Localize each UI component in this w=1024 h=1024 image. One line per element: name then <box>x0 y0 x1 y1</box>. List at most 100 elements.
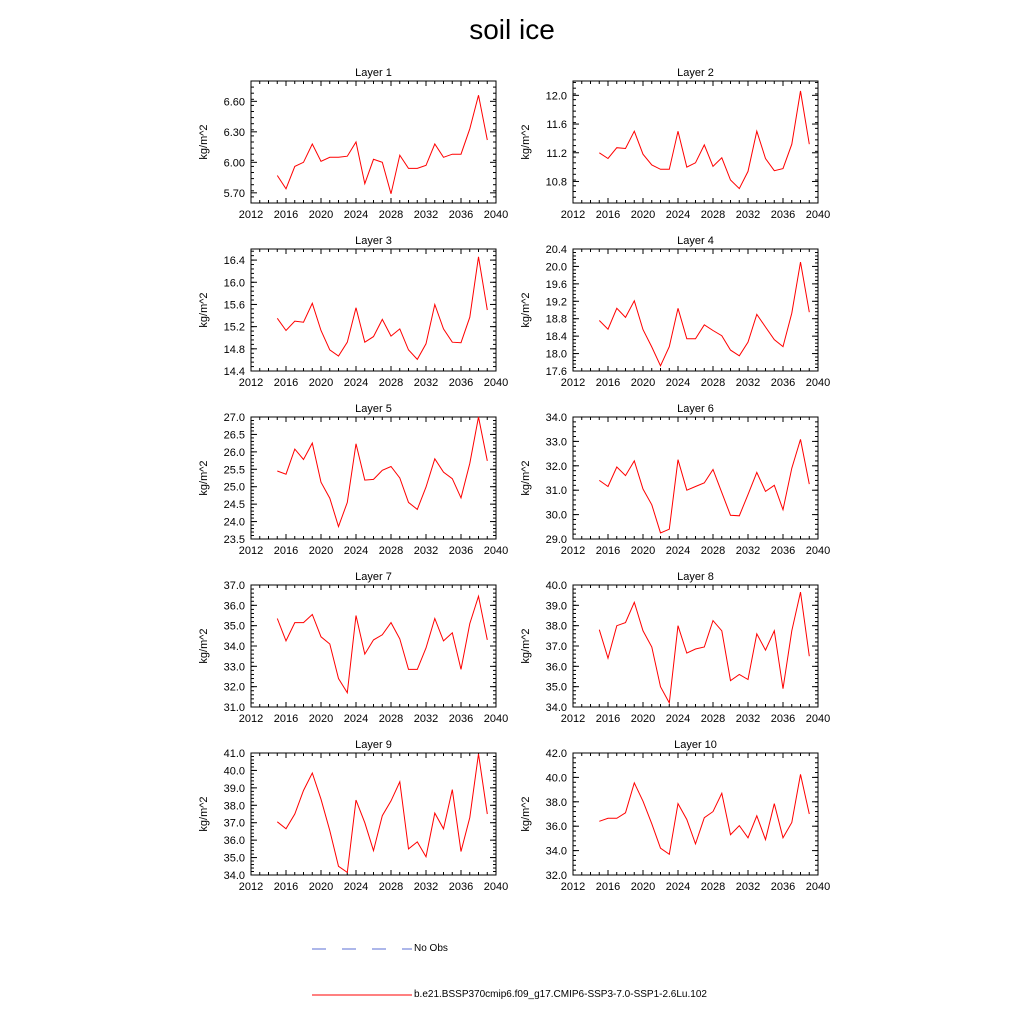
y-tick-label: 20.4 <box>546 244 567 256</box>
y-tick-label: 32.0 <box>546 870 567 882</box>
series-line <box>599 90 810 190</box>
x-tick-label: 2016 <box>274 545 298 557</box>
y-tick-label: 25.5 <box>224 464 245 476</box>
y-tick-label: 42.0 <box>546 748 567 760</box>
legend-model-label: b.e21.BSSP370cmip6.f09_g17.CMIP6-SSP3-7.… <box>414 989 707 1000</box>
y-tick-label: 14.8 <box>224 344 245 356</box>
y-tick-label: 16.0 <box>224 277 245 289</box>
x-tick-label: 2020 <box>309 713 333 725</box>
y-tick-label: 26.0 <box>224 447 245 459</box>
x-tick-label: 2036 <box>449 545 473 557</box>
x-tick-label: 2016 <box>274 881 298 893</box>
plot-frame <box>250 752 497 876</box>
y-axis-label: kg/m^2 <box>198 628 210 663</box>
plot-frame <box>250 584 497 708</box>
x-tick-label: 2036 <box>771 545 795 557</box>
y-tick-label: 24.0 <box>224 517 245 529</box>
x-tick-label: 2040 <box>484 713 508 725</box>
series-line <box>599 774 810 856</box>
x-tick-label: 2024 <box>666 713 690 725</box>
y-axis-label: kg/m^2 <box>520 460 532 495</box>
y-axis-label: kg/m^2 <box>520 124 532 159</box>
x-tick-label: 2024 <box>666 377 690 389</box>
x-tick-label: 2028 <box>379 545 403 557</box>
x-tick-label: 2028 <box>379 713 403 725</box>
legend-obs-label: No Obs <box>414 943 448 954</box>
y-tick-label: 40.0 <box>546 772 567 784</box>
y-tick-label: 32.0 <box>224 682 245 694</box>
series-line <box>276 95 488 194</box>
x-tick-label: 2020 <box>309 545 333 557</box>
y-axis-label: kg/m^2 <box>198 292 210 327</box>
panel-6: Layer 6 kg/m^2 2012 2016 2020 2024 2028 2032 203… <box>520 403 830 557</box>
y-axis-label: kg/m^2 <box>198 124 210 159</box>
x-tick-label: 2016 <box>596 881 620 893</box>
x-tick-label: 2036 <box>771 713 795 725</box>
x-tick-label: 2020 <box>631 377 655 389</box>
y-tick-label: 38.0 <box>546 621 567 633</box>
x-tick-label: 2040 <box>484 209 508 221</box>
y-tick-label: 20.0 <box>546 261 567 273</box>
plot-frame <box>572 416 819 540</box>
y-tick-label: 14.4 <box>224 366 245 378</box>
x-tick-label: 2020 <box>309 209 333 221</box>
x-tick-label: 2032 <box>414 377 438 389</box>
x-tick-label: 2012 <box>561 209 585 221</box>
x-tick-label: 2028 <box>379 881 403 893</box>
x-tick-label: 2028 <box>701 209 725 221</box>
panel-title: Layer 8 <box>677 571 714 583</box>
x-tick-label: 2020 <box>631 713 655 725</box>
x-tick-label: 2036 <box>771 881 795 893</box>
y-tick-label: 34.0 <box>546 702 567 714</box>
x-tick-label: 2012 <box>239 713 263 725</box>
x-tick-label: 2020 <box>309 377 333 389</box>
x-tick-label: 2040 <box>484 881 508 893</box>
x-tick-label: 2040 <box>806 713 830 725</box>
y-tick-label: 35.0 <box>546 682 567 694</box>
y-tick-label: 33.0 <box>224 661 245 673</box>
x-tick-label: 2036 <box>449 377 473 389</box>
y-axis-label: kg/m^2 <box>198 796 210 831</box>
x-tick-label: 2028 <box>379 377 403 389</box>
x-tick-label: 2020 <box>631 545 655 557</box>
y-tick-label: 19.2 <box>546 296 567 308</box>
x-tick-label: 2040 <box>806 209 830 221</box>
series-line <box>598 591 810 705</box>
y-tick-label: 27.0 <box>224 412 245 424</box>
y-tick-label: 41.0 <box>224 748 245 760</box>
x-tick-label: 2016 <box>274 377 298 389</box>
panel-title: Layer 3 <box>355 235 392 247</box>
y-tick-label: 11.6 <box>546 119 567 131</box>
x-tick-label: 2028 <box>701 881 725 893</box>
x-tick-label: 2032 <box>736 713 760 725</box>
plot-frame <box>572 80 819 204</box>
y-axis-label: kg/m^2 <box>520 292 532 327</box>
y-tick-label: 30.0 <box>546 510 567 522</box>
y-tick-label: 31.0 <box>546 485 567 497</box>
x-tick-label: 2012 <box>239 209 263 221</box>
y-tick-label: 40.0 <box>224 765 245 777</box>
series-line <box>276 594 488 695</box>
panel-title: Layer 1 <box>355 67 392 79</box>
x-tick-label: 2012 <box>239 881 263 893</box>
x-tick-label: 2020 <box>631 881 655 893</box>
panel-7: Layer 7 kg/m^2 2012 2016 2020 2024 2028 2032 203… <box>198 571 508 725</box>
x-tick-label: 2028 <box>701 377 725 389</box>
legend-model-line <box>312 994 412 996</box>
x-tick-label: 2012 <box>239 377 263 389</box>
y-tick-label: 29.0 <box>546 534 567 546</box>
x-tick-label: 2012 <box>561 377 585 389</box>
y-tick-label: 23.5 <box>224 534 245 546</box>
x-tick-label: 2012 <box>561 545 585 557</box>
y-tick-label: 37.0 <box>224 818 245 830</box>
y-tick-label: 15.2 <box>224 322 245 334</box>
y-tick-label: 19.6 <box>546 279 567 291</box>
plot-frame <box>572 584 819 708</box>
y-tick-label: 31.0 <box>224 702 245 714</box>
y-tick-label: 36.0 <box>546 821 567 833</box>
y-tick-label: 35.0 <box>224 621 245 633</box>
x-tick-label: 2012 <box>561 881 585 893</box>
panel-9: Layer 9 kg/m^2 2012 2016 2020 2024 2028 2032 203… <box>198 739 508 893</box>
x-tick-label: 2024 <box>344 377 368 389</box>
series-line <box>277 416 488 529</box>
